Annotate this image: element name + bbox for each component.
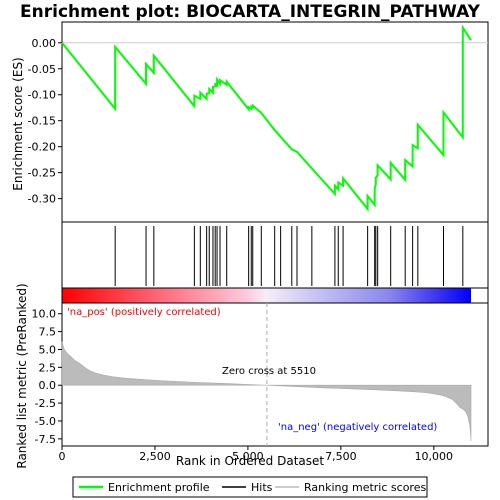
metric-y-tick-label: 2.5 bbox=[39, 361, 57, 374]
neg-correlated-label: 'na_neg' (negatively correlated) bbox=[278, 422, 437, 433]
zero-cross-label: Zero cross at 5510 bbox=[222, 366, 316, 377]
metric-y-axis-label: Ranked list metric (PreRanked) bbox=[15, 283, 29, 468]
metric-y-tick-label: 5.0 bbox=[39, 343, 57, 356]
metric-panel bbox=[61, 302, 489, 447]
hits-group bbox=[114, 226, 464, 286]
x-axis-label: Rank in Ordered Dataset bbox=[176, 454, 324, 468]
metric-y-tick-label: 0.0 bbox=[39, 379, 57, 392]
es-curve-group bbox=[61, 24, 488, 212]
es-y-axis: 0.00 -0.05 -0.10 -0.15 -0.20 -0.25 -0.30 bbox=[28, 37, 62, 206]
es-y-tick-label: -0.15 bbox=[28, 115, 56, 128]
legend-label-ranking: Ranking metric scores bbox=[304, 481, 426, 494]
x-axis: 0 2,500 5,000 7,500 10,000 bbox=[59, 446, 454, 463]
es-y-tick-label: -0.25 bbox=[28, 167, 56, 180]
metric-y-tick-label: -5.0 bbox=[35, 415, 56, 428]
es-curve bbox=[61, 24, 472, 212]
metric-area bbox=[61, 341, 472, 442]
metric-y-tick-label: -2.5 bbox=[35, 397, 56, 410]
es-y-tick-label: -0.05 bbox=[28, 63, 56, 76]
chart-title: Enrichment plot: BIOCARTA_INTEGRIN_PATHW… bbox=[20, 2, 481, 22]
es-y-tick-label: -0.30 bbox=[28, 193, 56, 206]
metric-y-axis: 10.0 7.5 5.0 2.5 0.0 -2.5 -5.0 -7.5 bbox=[32, 308, 62, 446]
legend-label-enrichment: Enrichment profile bbox=[108, 481, 210, 494]
metric-area-group bbox=[61, 303, 472, 446]
metric-y-tick-label: -7.5 bbox=[35, 433, 56, 446]
es-y-tick-label: -0.10 bbox=[28, 89, 56, 102]
legend-box bbox=[72, 476, 428, 498]
x-tick-label: 2,500 bbox=[139, 450, 171, 463]
pos-correlated-label: 'na_pos' (positively correlated) bbox=[67, 307, 221, 318]
x-tick-label: 5,000 bbox=[232, 450, 264, 463]
legend-label-hits: Hits bbox=[251, 481, 273, 494]
rank-color-bar bbox=[62, 288, 471, 303]
metric-y-tick-label: 7.5 bbox=[39, 326, 57, 339]
metric-y-tick-label: 10.0 bbox=[32, 308, 57, 321]
es-y-axis-label: Enrichment score (ES) bbox=[11, 57, 25, 190]
x-tick-label: 10,000 bbox=[415, 450, 454, 463]
x-tick-label: 0 bbox=[59, 450, 66, 463]
es-y-tick-label: 0.00 bbox=[32, 37, 57, 50]
es-y-tick-label: -0.20 bbox=[28, 141, 56, 154]
es-panel bbox=[61, 21, 489, 223]
x-tick-label: 7,500 bbox=[325, 450, 357, 463]
